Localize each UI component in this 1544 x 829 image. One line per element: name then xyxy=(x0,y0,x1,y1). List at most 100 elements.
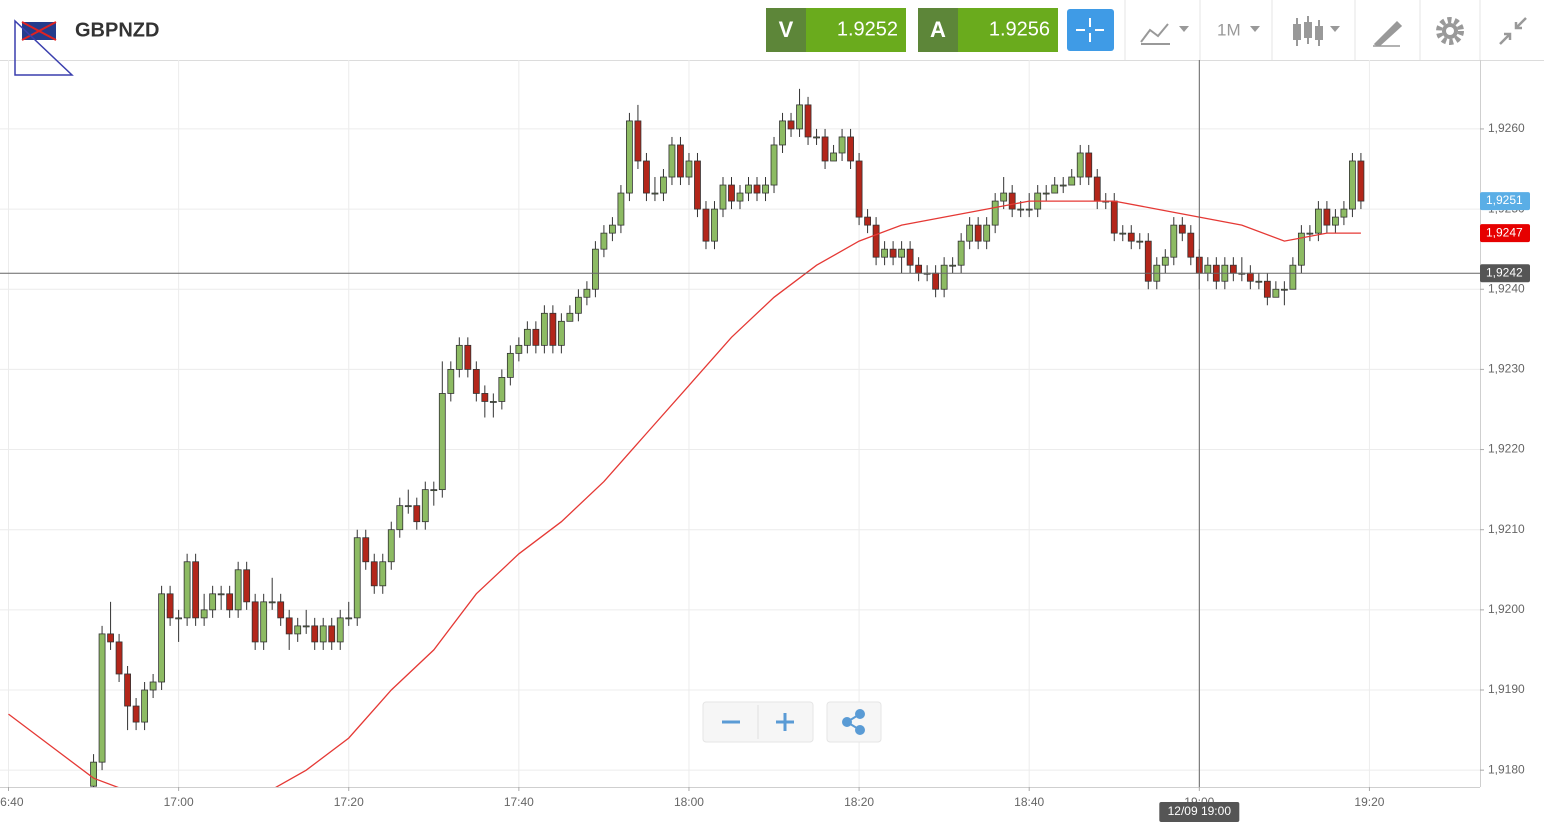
zoom-in[interactable] xyxy=(776,713,794,731)
candle-body xyxy=(1297,232,1305,266)
candle-body xyxy=(566,312,574,322)
candle-body xyxy=(932,272,940,290)
candle-body xyxy=(694,160,701,210)
x-tick-label: 18:20 xyxy=(844,795,874,809)
candle-body xyxy=(1042,192,1050,195)
crosshair-time-box xyxy=(1159,802,1240,822)
candle-body xyxy=(328,625,336,643)
candle-body xyxy=(1187,232,1195,258)
buy-label-box[interactable] xyxy=(918,8,958,52)
candle-body xyxy=(107,633,114,643)
candle-body xyxy=(736,192,744,202)
candle-body xyxy=(1025,208,1033,211)
collapse-icon[interactable] xyxy=(1499,17,1527,45)
sell-price-box[interactable] xyxy=(806,8,906,52)
x-tick-label: 17:40 xyxy=(504,795,534,809)
candle-body xyxy=(226,593,234,611)
candle-body xyxy=(813,136,820,139)
candle-body xyxy=(1127,232,1135,242)
candle-body xyxy=(915,264,923,274)
candle-body xyxy=(1110,200,1118,234)
candle-body xyxy=(115,641,123,675)
candle-body xyxy=(600,232,608,250)
candle-body xyxy=(1068,176,1076,186)
candle-body xyxy=(1306,232,1314,235)
draw-icon[interactable] xyxy=(1373,20,1403,47)
candle-icon[interactable] xyxy=(1293,16,1323,46)
y-tick-label: 1,9240 xyxy=(1488,281,1525,295)
last-price-label-box xyxy=(1480,192,1530,211)
dropdown-caret[interactable] xyxy=(1179,26,1189,32)
candle-body xyxy=(345,617,353,620)
candle-body xyxy=(1136,240,1144,243)
candle-body xyxy=(268,601,276,604)
candle-body xyxy=(872,224,880,258)
candle-body xyxy=(1051,184,1059,194)
candle-body xyxy=(974,224,982,242)
candle-body xyxy=(217,593,225,596)
dropdown-caret[interactable] xyxy=(1330,26,1340,32)
overlay: 12/09 19:00 1,9251 1,9247 1,9242 xyxy=(0,60,1530,822)
sell-label[interactable]: V xyxy=(779,17,794,42)
candle-body xyxy=(1008,192,1016,210)
candle-body xyxy=(260,601,268,643)
candle-body xyxy=(1161,256,1169,266)
moving-average-label: 1,9247 xyxy=(1486,225,1523,239)
candle-body xyxy=(940,264,948,290)
candle-body xyxy=(124,673,131,707)
candle-body xyxy=(609,224,616,234)
candle-body xyxy=(583,288,591,298)
candle-body xyxy=(464,344,472,370)
candle-body xyxy=(498,377,506,402)
candle-body xyxy=(574,296,582,314)
candle-body xyxy=(404,505,412,508)
candle-body xyxy=(183,561,191,619)
buy-price[interactable]: 1.9256 xyxy=(989,18,1050,40)
sell-label-box[interactable] xyxy=(766,8,806,52)
settings-icon[interactable] xyxy=(1436,17,1464,45)
buy-label[interactable]: A xyxy=(930,17,946,42)
candle-body xyxy=(489,401,497,403)
candle-body xyxy=(1204,264,1212,274)
candle-body xyxy=(1314,208,1322,234)
candle-body xyxy=(1119,232,1127,235)
candle-body xyxy=(1280,288,1288,291)
timeframe[interactable]: 1M xyxy=(1217,20,1241,39)
candle-body xyxy=(728,184,735,202)
candle-body xyxy=(387,529,395,563)
candle-body xyxy=(336,617,344,643)
sell-price[interactable]: 1.9252 xyxy=(837,18,898,40)
candle-body xyxy=(1178,224,1186,234)
candle-body xyxy=(762,184,769,194)
candle-body xyxy=(770,144,778,186)
candle-body xyxy=(1076,152,1084,178)
candle-body xyxy=(779,120,786,146)
chart-type-icon[interactable] xyxy=(1140,23,1170,45)
plot-area xyxy=(8,88,1365,787)
candle-body xyxy=(1000,192,1008,202)
moving-average-label-box xyxy=(1480,224,1530,243)
separators xyxy=(1124,0,1481,60)
candle-body xyxy=(532,328,540,346)
candle-body xyxy=(243,569,251,603)
candle-body xyxy=(311,625,319,643)
crosshair-button[interactable] xyxy=(1067,9,1114,51)
dropdown-caret[interactable] xyxy=(1250,26,1260,32)
candle-body xyxy=(455,344,463,370)
share-icon[interactable] xyxy=(842,709,865,735)
share-box[interactable] xyxy=(826,701,882,743)
candle-body xyxy=(787,120,795,130)
candle-body xyxy=(557,320,565,346)
candle-body xyxy=(957,240,965,266)
candle-body xyxy=(643,160,650,194)
candle-body xyxy=(1255,280,1263,283)
buy-price-box[interactable] xyxy=(958,8,1058,52)
candle-body xyxy=(141,689,148,723)
candle-body xyxy=(855,160,863,218)
candle-body xyxy=(592,248,599,290)
candle-body xyxy=(175,617,183,620)
candle-body xyxy=(379,561,387,587)
candle-body xyxy=(898,248,906,258)
crosshair-price-label-box xyxy=(1480,264,1530,283)
flag-cross xyxy=(21,21,57,41)
